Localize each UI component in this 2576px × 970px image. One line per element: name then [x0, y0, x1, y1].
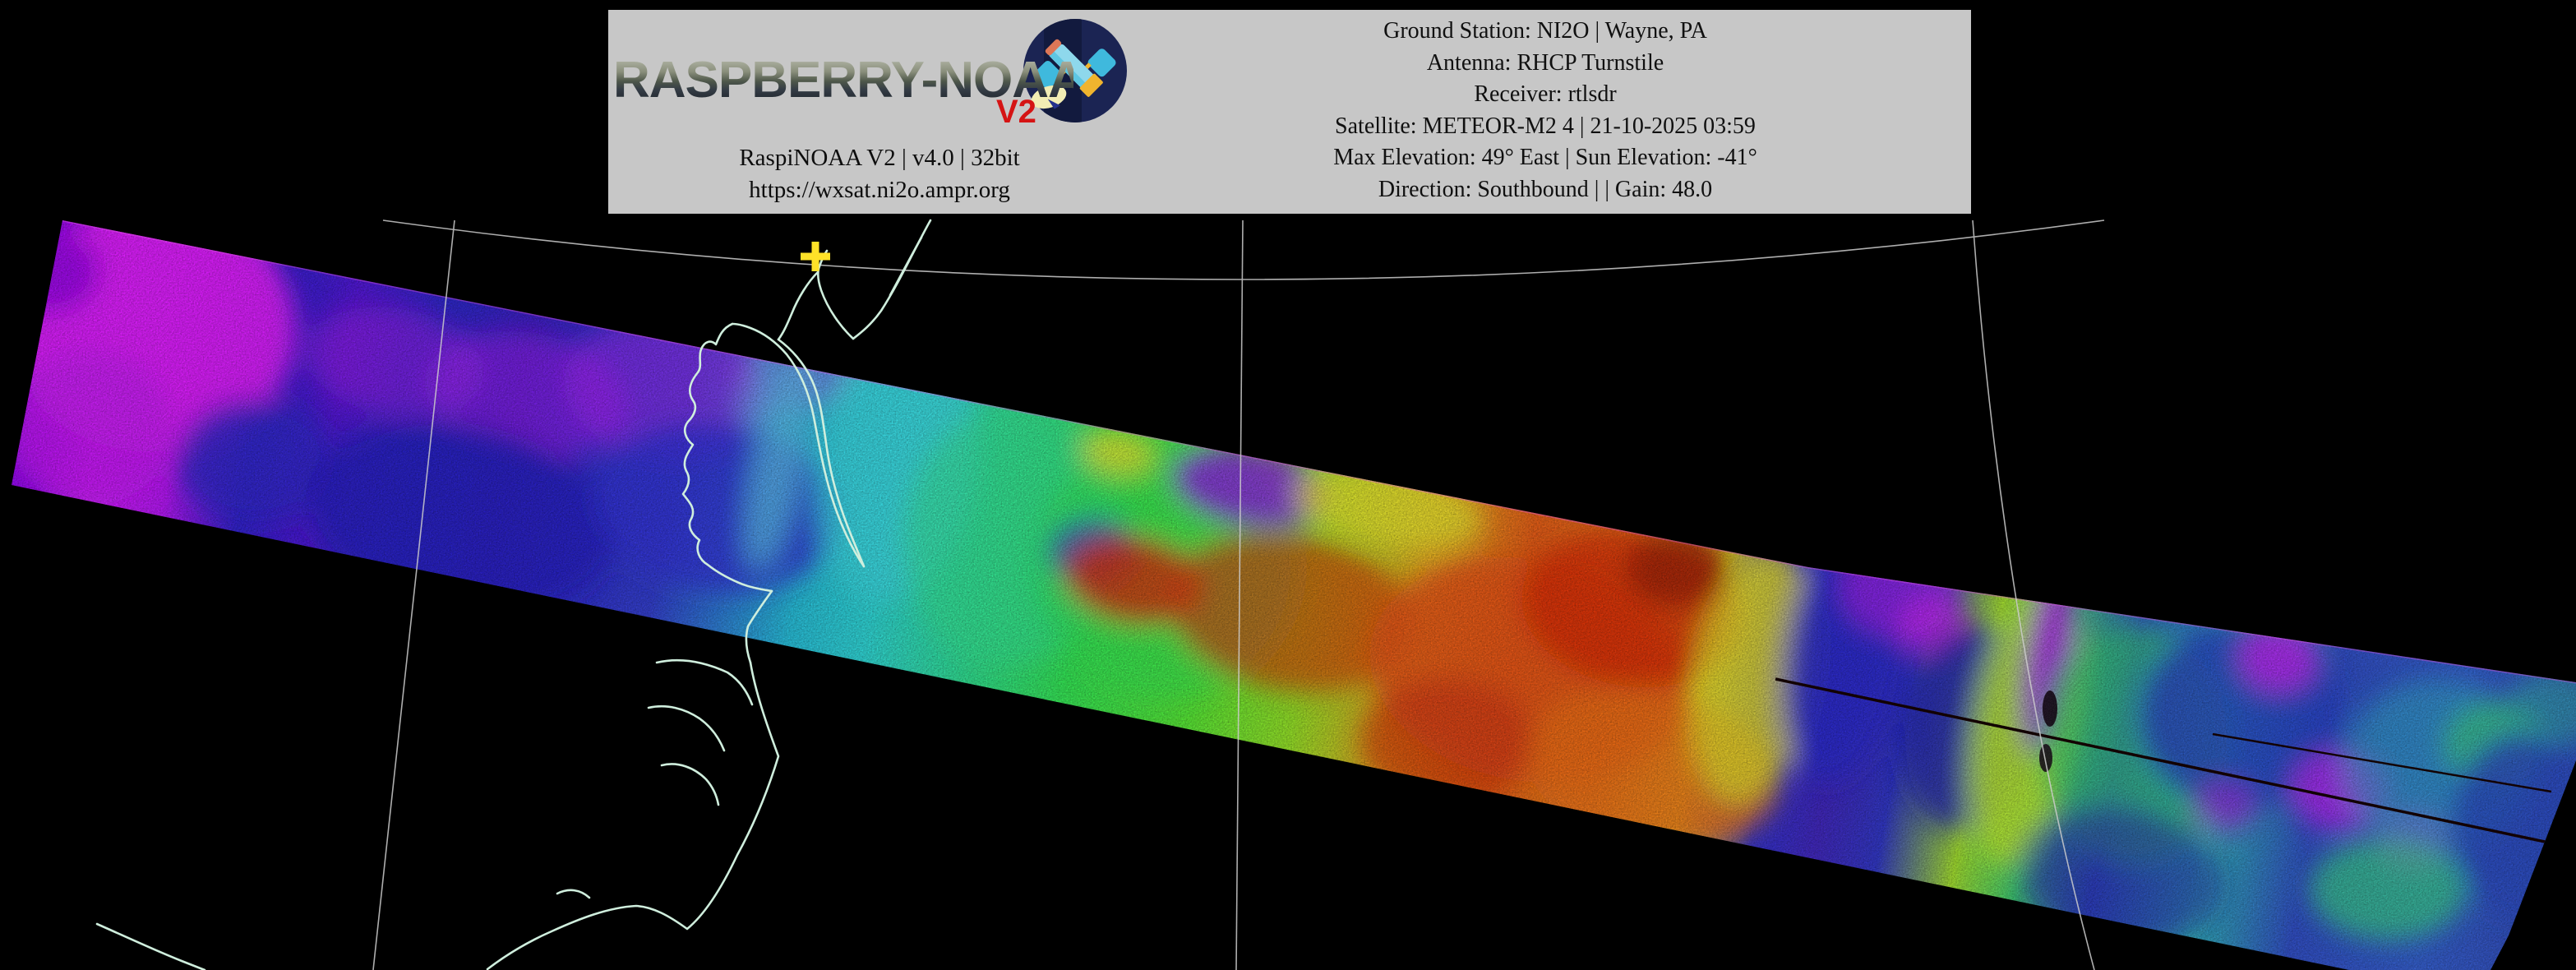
satellite-icon	[1023, 19, 1127, 122]
header-banner: RASPBERRY-NOAA V2 RaspiNOAA V2 | v4.0 | …	[608, 10, 1971, 214]
app-version-text: RaspiNOAA V2 | v4.0 | 32bit	[739, 145, 1020, 171]
logo-brand-text: RASPBERRY-NOAA	[613, 52, 1085, 109]
dish-antenna	[1031, 85, 1067, 109]
elevation-line: Max Elevation: 49° East | Sun Elevation:…	[1333, 145, 1757, 170]
direction-gain-line: Direction: Southbound | | Gain: 48.0	[1378, 176, 1713, 202]
satellite-swath	[12, 220, 2576, 970]
meridian-left	[372, 219, 455, 970]
app-info-block: RaspiNOAA V2 | v4.0 | 32bit https://wxsa…	[616, 142, 1143, 206]
latitude-line	[382, 219, 2105, 280]
telemetry-dropout-lines	[1775, 677, 2576, 850]
pass-info-block: Ground Station: NI2O | Wayne, PA Antenna…	[1134, 16, 1956, 206]
coastline	[95, 219, 932, 970]
satellite-body	[1033, 39, 1116, 97]
antenna-line: Antenna: RHCP Turnstile	[1426, 49, 1664, 76]
graticule	[372, 219, 2105, 970]
raspberry-noaa-logo: RASPBERRY-NOAA V2	[612, 15, 1146, 138]
receiver-line: Receiver: rtlsdr	[1474, 81, 1617, 107]
station-url-text: https://wxsat.ni2o.ampr.org	[749, 176, 1010, 203]
ground-station-marker-icon	[801, 242, 830, 271]
ground-station-line: Ground Station: NI2O | Wayne, PA	[1383, 18, 1707, 44]
meridian-right	[1972, 219, 2095, 970]
swath-edge-fringe	[62, 220, 2576, 684]
satellite-line: Satellite: METEOR-M2 4 | 21-10-2025 03:5…	[1335, 113, 1756, 139]
meridian-center	[1235, 219, 1244, 970]
logo-version-badge: V2	[996, 94, 1036, 130]
swath-noise-light	[12, 220, 2576, 970]
